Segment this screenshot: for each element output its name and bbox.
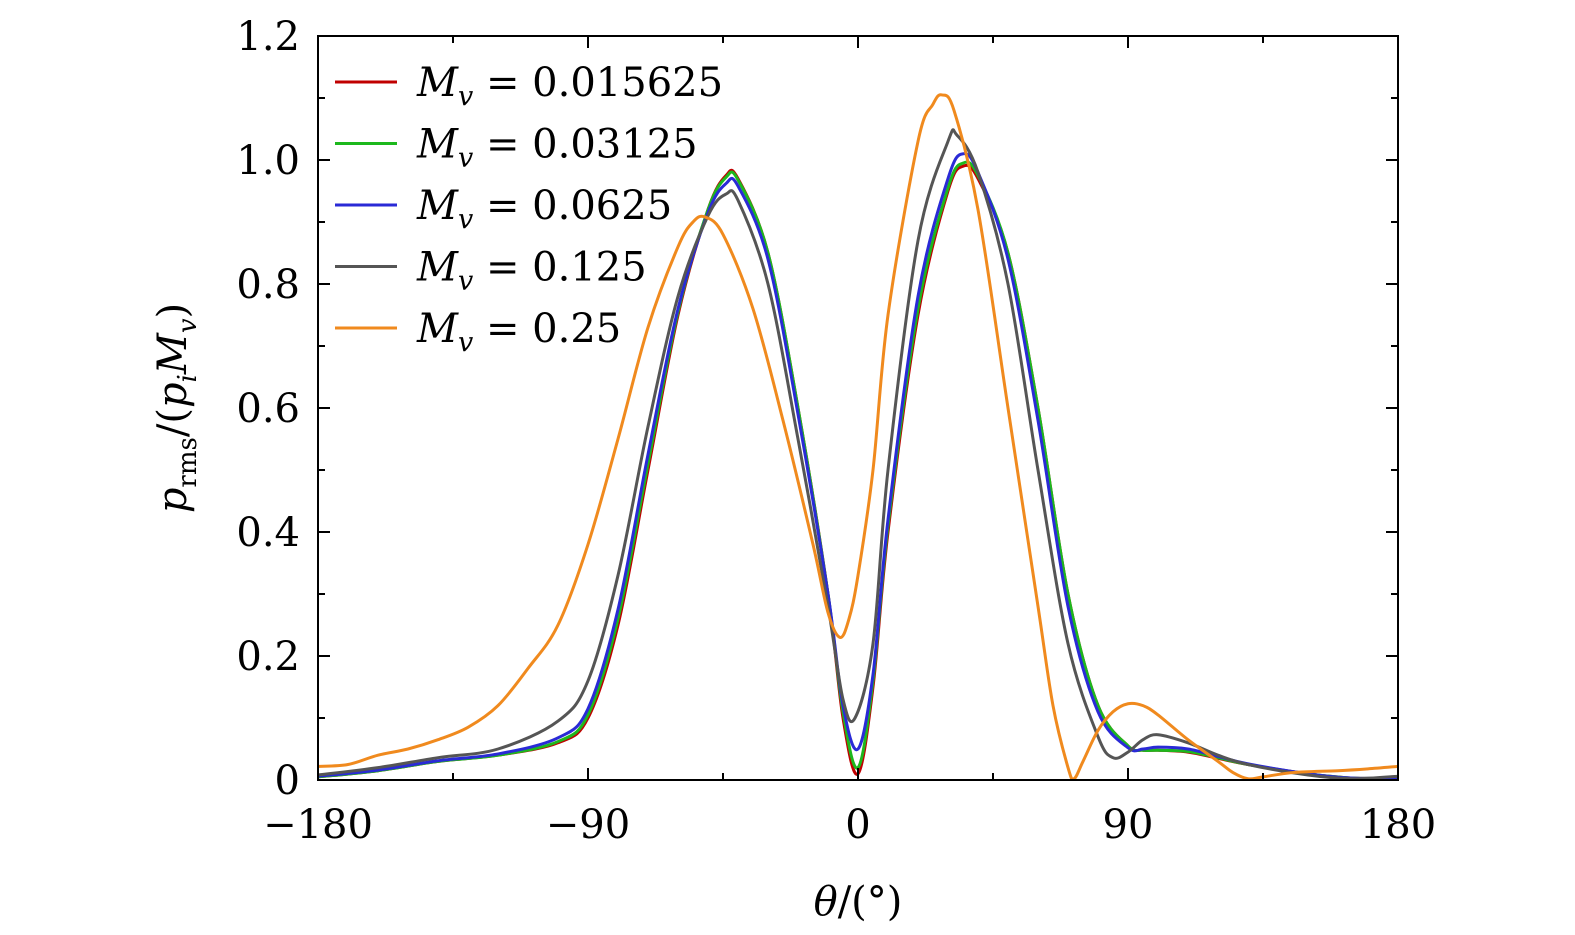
series-line-5 [317,93,1399,781]
y-axis-title-text: prms/(piMv) [150,303,203,513]
legend-label-2: Mv = 0.03125 [416,122,698,174]
y-axis-title: prms/(piMv) [150,303,203,513]
y-tick-label: 0.4 [236,510,300,556]
x-tick-label: 90 [1103,802,1154,848]
x-axis-title: θ/(°) [814,879,903,925]
legend-label-5: Mv = 0.25 [416,306,621,358]
x-tick-label: −180 [263,802,373,848]
y-tick-label: 0 [275,758,300,804]
y-tick-label: 1.2 [236,14,300,60]
series-layer [317,93,1399,781]
x-tick-label: 0 [845,802,870,848]
legend: Mv = 0.015625 Mv = 0.03125 Mv = 0.0625 Mv =… [335,60,723,358]
legend-label-4: Mv = 0.125 [416,245,647,297]
plot-background [318,36,1398,780]
legend-label-3: Mv = 0.0625 [416,183,672,235]
y-tick-label: 0.6 [236,386,300,432]
y-tick-label: 1.0 [236,138,300,184]
series-line-4 [317,128,1399,781]
series-line-3 [317,152,1399,780]
y-tick-label: 0.8 [236,262,300,308]
x-tick-label: −90 [546,802,630,848]
legend-label-1: Mv = 0.015625 [416,60,723,112]
x-axis-title-text: θ/(°) [814,879,903,925]
ticks-layer: −180 −90 0 90 180 0 0.2 0.4 0.6 0.8 1.0 1.2 [236,14,1436,848]
x-tick-label: 180 [1360,802,1436,848]
y-tick-label: 0.2 [236,634,300,680]
